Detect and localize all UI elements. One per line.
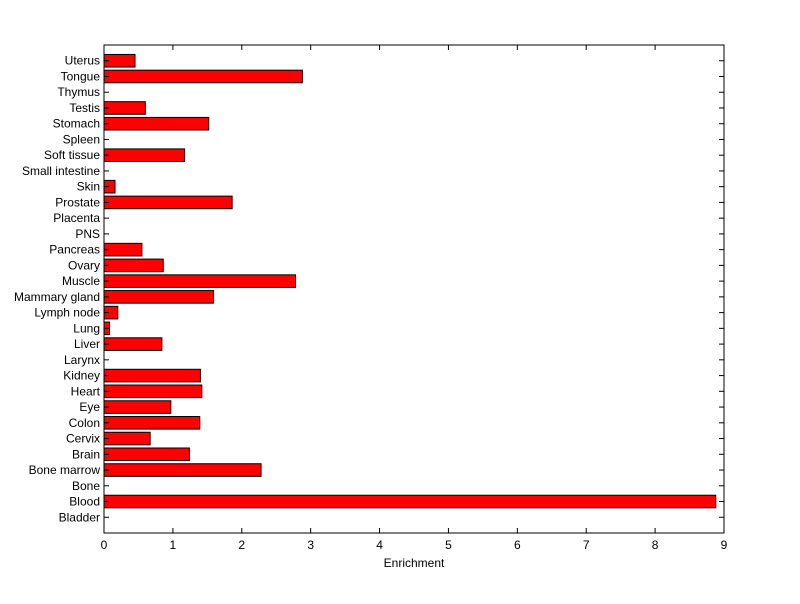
y-tick-label: Brain [72,447,100,461]
y-tick-label: Pancreas [49,243,100,257]
y-tick-label: Lung [73,321,100,335]
bar-kidney [103,368,201,383]
y-tick-label: Blood [69,495,100,509]
y-tick-label: Larynx [64,353,100,367]
x-tick-label: 6 [514,538,521,552]
y-tick-label: PNS [75,227,100,241]
y-tick-label: Colon [69,416,100,430]
bar-soft-tissue [103,148,186,162]
y-tick-label: Soft tissue [44,148,100,162]
plot-frame [103,44,725,534]
y-tick-label: Uterus [65,54,100,68]
bar-tongue [103,69,303,84]
y-tick-label: Stomach [53,117,100,131]
x-tick-label: 3 [307,538,314,552]
y-tick-label: Bladder [59,510,100,524]
y-tick-label: Heart [71,384,101,398]
x-tick-label: 5 [445,538,452,552]
y-tick-label: Kidney [63,369,100,383]
x-tick-label: 8 [652,538,659,552]
bar-bone-marrow [103,463,262,477]
bar-heart [103,384,203,399]
bar-blood [103,494,717,509]
bar-prostate [103,195,233,210]
x-tick-label: 9 [721,538,728,552]
bar-pancreas [103,242,143,257]
bar-cervix [103,431,151,446]
bar-ovary [103,258,164,273]
bar-testis [103,101,146,115]
y-tick-label: Cervix [66,432,100,446]
x-axis-label: Enrichment [384,556,445,570]
bar-brain [103,447,190,462]
y-tick-label: Eye [79,400,100,414]
y-tick-label: Thymus [57,85,100,99]
y-tick-label: Lymph node [34,306,100,320]
bar-liver [103,337,163,351]
y-tick-label: Tongue [61,69,101,83]
bar-eye [103,400,172,414]
x-tick-label: 4 [376,538,383,552]
y-tick-label: Liver [74,337,100,351]
y-tick-label: Small intestine [22,164,100,178]
bar-muscle [103,274,297,288]
y-tick-label: Prostate [55,195,100,209]
y-tick-label: Mammary gland [14,290,100,304]
bar-stomach [103,116,210,131]
y-tick-label: Placenta [53,211,100,225]
y-tick-label: Skin [77,180,100,194]
y-tick-label: Bone [72,479,100,493]
y-tick-label: Spleen [63,132,100,146]
y-tick-label: Muscle [62,274,100,288]
y-tick-label: Ovary [68,258,100,272]
bar-mammary-gland [103,290,215,304]
x-tick-label: 2 [238,538,245,552]
y-tick-label: Testis [69,101,100,115]
y-tick-label: Bone marrow [29,463,101,477]
bar-colon [103,416,201,430]
x-tick-label: 0 [101,538,108,552]
x-tick-label: 7 [583,538,590,552]
x-tick-label: 1 [170,538,177,552]
